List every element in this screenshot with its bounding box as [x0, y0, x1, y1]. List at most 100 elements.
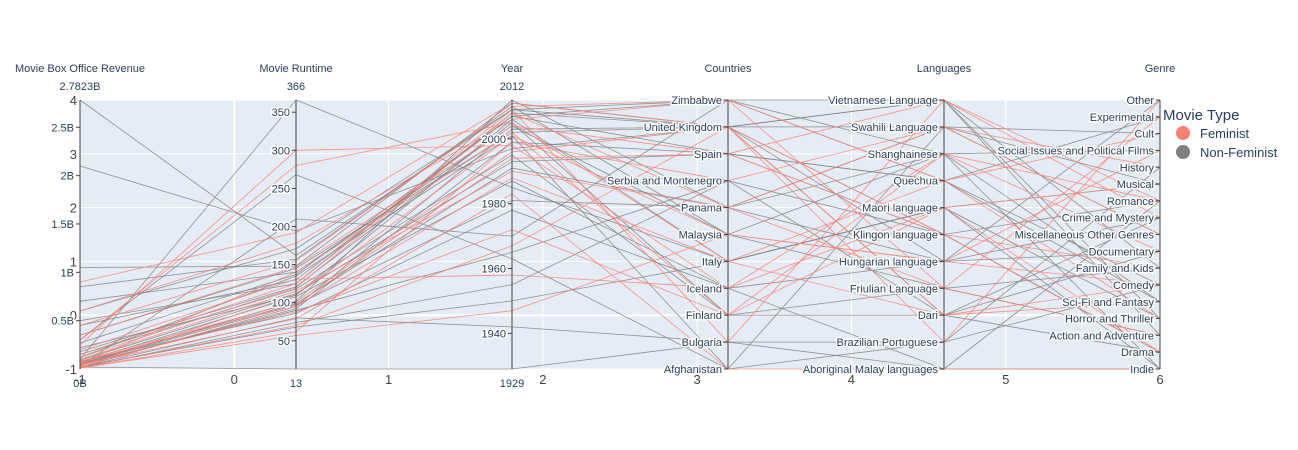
legend-label: Non-Feminist [1200, 145, 1278, 160]
axis-tick-label: Brazilian Portuguese [836, 337, 938, 349]
axis-tick-label: Afghanistan [664, 364, 722, 376]
axis-tick-label: 1.5B [51, 219, 74, 231]
legend-label: Feminist [1200, 126, 1250, 141]
axis-tick-label: Drama [1121, 347, 1155, 359]
line-feminist [79, 234, 1161, 369]
axis-tick-label: Sci-Fi and Fantasy [1062, 297, 1154, 309]
axis-title: Year [501, 63, 524, 75]
axis-tick-label: Bulgaria [682, 337, 723, 349]
parallel-axes: Movie Box Office Revenue2.7823B0B0.5B1B1… [15, 63, 1175, 390]
axis-tick-label: 0.5B [51, 316, 74, 328]
axis-title: Languages [917, 63, 972, 75]
axis-tick-label: Indie [1130, 364, 1154, 376]
line-non-feminist [79, 180, 1161, 370]
line-non-feminist [79, 99, 1161, 336]
axis-languages[interactable]: Languages Aboriginal Malay languages Brazi… [801, 63, 972, 378]
axis-tick-label: Comedy [1113, 280, 1154, 292]
background-tick-labels: -1 0 1 2 3 4 5 6 -1 0 1 2 3 4 [65, 93, 1163, 387]
axis-tick-label: Zimbabwe [671, 95, 722, 107]
x-tick-label: 3 [694, 372, 701, 387]
axis-tick-label: Romance [1107, 196, 1154, 208]
line-feminist [79, 112, 1161, 358]
axis-tick-label: 200 [272, 221, 290, 233]
axis-range-max: 2012 [500, 81, 524, 93]
x-tick-label: -1 [74, 372, 86, 387]
legend-item-non-feminist[interactable]: Non-Feminist [1176, 145, 1278, 160]
axis-title: Movie Runtime [259, 63, 332, 75]
line-feminist [79, 177, 1161, 368]
axis-year[interactable]: Year 2012 1929 1940 1960 1980 2000 [480, 63, 525, 390]
line-non-feminist [79, 125, 1161, 303]
axis-tick-label: Iceland [687, 283, 722, 295]
axis-tick-label: Other [1126, 95, 1154, 107]
line-feminist [79, 193, 1160, 370]
line-non-feminist [79, 122, 1161, 352]
axis-title: Movie Box Office Revenue [15, 63, 145, 75]
axis-tick-label: 2.5B [51, 122, 74, 134]
legend-item-feminist[interactable]: Feminist [1176, 126, 1250, 141]
line-feminist [79, 126, 1161, 360]
axis-tick-label: Friulian Language [850, 283, 938, 295]
y-tick-label: 2 [70, 201, 77, 216]
axis-tick-label: Social Issues and Political Films [997, 145, 1154, 157]
axis-tick-label: Cult [1134, 129, 1154, 141]
line-non-feminist [79, 150, 1161, 364]
x-tick-label: 5 [1002, 372, 1009, 387]
x-tick-label: 6 [1156, 372, 1163, 387]
axis-tick-label: History [1120, 162, 1155, 174]
axis-tick-label: Finland [686, 310, 722, 322]
axis-tick-label: 2B [61, 171, 74, 183]
axis-tick-label: Hungarian language [839, 256, 938, 268]
axis-tick-label: Horror and Thriller [1065, 314, 1154, 326]
line-feminist [79, 99, 1161, 336]
line-non-feminist [79, 154, 1161, 355]
line-feminist [79, 99, 1161, 336]
legend-title: Movie Type [1163, 107, 1239, 124]
axis-tick-label: Miscellaneous Other Genres [1015, 230, 1155, 242]
axis-range-min: 1929 [500, 378, 524, 390]
axis-tick-label: Maori language [862, 203, 938, 215]
axis-tick-label: 150 [272, 260, 290, 272]
legend-marker [1176, 145, 1190, 159]
legend[interactable]: Movie Type Feminist Non-Feminist [1163, 107, 1278, 160]
axis-tick-label: Documentary [1089, 246, 1155, 258]
y-tick-label: -1 [65, 362, 77, 377]
line-feminist [79, 144, 1161, 346]
axis-tick-label: Panama [681, 203, 723, 215]
axis-genre[interactable]: Genre Indie Drama Action and Adventure Horro… [996, 63, 1175, 378]
line-non-feminist [79, 126, 1161, 235]
line-feminist [79, 126, 1161, 362]
axis-tick-label: Family and Kids [1076, 263, 1155, 275]
axis-countries[interactable]: Countries Afghanistan Bulgaria Finland Icela… [606, 63, 753, 378]
axis-movie-box-office-revenue[interactable]: Movie Box Office Revenue2.7823B0B0.5B1B1… [15, 63, 145, 390]
axis-tick-label: Action and Adventure [1049, 330, 1154, 342]
axis-tick-label: Shanghainese [868, 149, 938, 161]
line-feminist [79, 126, 1161, 369]
axis-tick-label: 250 [272, 183, 290, 195]
line-feminist [79, 99, 1161, 355]
axis-tick-label: 50 [278, 336, 290, 348]
line-feminist [79, 135, 1161, 367]
line-feminist [79, 99, 1161, 343]
line-feminist [79, 122, 1161, 341]
y-tick-label: 4 [70, 93, 77, 108]
axis-tick-label: Vietnamese Language [828, 95, 938, 107]
line-non-feminist [79, 99, 1161, 370]
axis-tick-label: Malaysia [679, 230, 723, 242]
axis-tick-label: Spain [694, 149, 722, 161]
legend-marker [1176, 126, 1190, 140]
line-feminist [79, 153, 1161, 363]
axis-tick-label: Serbia and Montenegro [607, 176, 722, 188]
axis-tick-label: Musical [1117, 179, 1154, 191]
axis-tick-label: 1940 [482, 328, 506, 340]
axis-tick-label: 350 [272, 107, 290, 119]
y-tick-label: 3 [70, 147, 77, 162]
axis-tick-label: 2000 [482, 134, 506, 146]
axis-tick-label: Quechua [893, 176, 939, 188]
axis-range-max: 2.7823B [60, 81, 101, 93]
axis-movie-runtime[interactable]: Movie Runtime 366 13 50 100 150 200 250 300 350 [259, 63, 332, 390]
data-lines [79, 99, 1161, 370]
line-non-feminist [79, 99, 1161, 336]
axis-tick-label: 1980 [482, 199, 506, 211]
